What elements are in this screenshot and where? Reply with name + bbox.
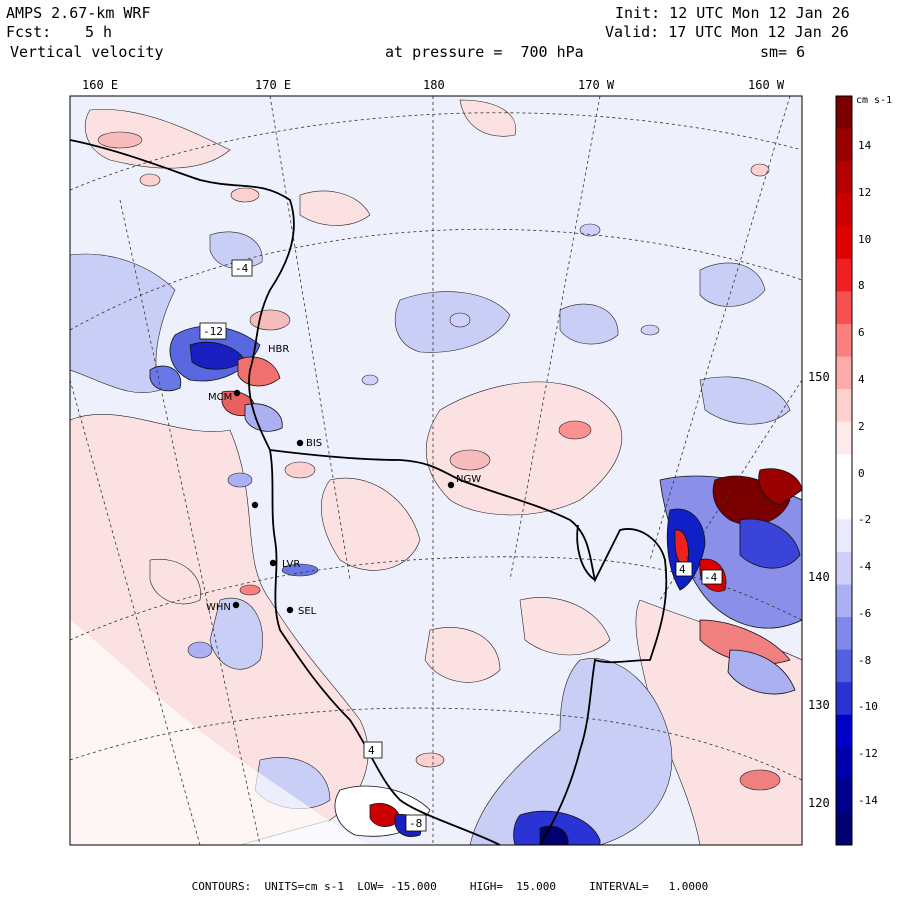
- contour-label-2: -12: [203, 325, 223, 338]
- colorbar-tick-label: 10: [858, 232, 872, 246]
- contour-label-5: -4: [704, 571, 718, 584]
- colorbar-swatch: [836, 779, 852, 813]
- valid-time: Valid: 17 UTC Mon 12 Jan 26: [605, 23, 849, 41]
- contour-label-3: 4: [368, 744, 375, 757]
- colorbar-frame: [835, 95, 853, 846]
- footer-contour-info: CONTOURS: UNITS=cm s-1 LOW= -15.000 HIGH…: [0, 880, 900, 893]
- colorbar-swatch: [836, 551, 852, 585]
- lon-label-160e: 160 E: [82, 78, 119, 92]
- colorbar-swatch: [836, 454, 852, 488]
- station-sel-label: SEL: [298, 606, 317, 617]
- station-bis-marker: [296, 439, 304, 447]
- colorbar-swatch: [836, 128, 852, 162]
- footer-interval: INTERVAL= 1.0000: [589, 880, 709, 893]
- lat-label-120w: 120 W: [808, 796, 845, 810]
- colorbar-swatch: [836, 421, 852, 455]
- station-ngw-label: NGW: [456, 474, 481, 485]
- colorbar-tick-label: 12: [858, 185, 872, 199]
- station-extra-marker: [251, 501, 259, 509]
- colorbar-tick-label: 0: [858, 466, 865, 480]
- model-title: AMPS 2.67-km WRF: [6, 4, 151, 22]
- map-panel: MCM HBR BIS NGW WHN SEL LVR -4 -12 4 4 -…: [70, 96, 802, 845]
- strong-gradient-cluster-east: [659, 468, 802, 695]
- lat-label-140w: 140 W: [808, 570, 845, 584]
- colorbar-tick-label: 4: [858, 372, 865, 386]
- forecast-hour: 5 h: [85, 23, 113, 41]
- footer-low: LOW= -15.000: [357, 880, 437, 893]
- colorbar-swatch: [836, 486, 852, 520]
- station-lvr-marker: [269, 559, 277, 567]
- station-mcm-marker: [233, 389, 241, 397]
- small-contour-cells: [97, 131, 781, 791]
- colorbar-swatch: [836, 714, 852, 748]
- colorbar-swatch: [836, 258, 852, 292]
- contour-label-6: -8: [409, 817, 422, 830]
- colorbar-swatch: [836, 161, 852, 195]
- colorbar-tick-label: -8: [858, 653, 872, 667]
- colorbar-swatch: [836, 323, 852, 358]
- station-sel-marker: [286, 606, 294, 614]
- forecast-label: Fcst:: [6, 23, 52, 41]
- colorbar-swatch: [836, 617, 852, 651]
- colorbar-swatch: [836, 584, 852, 618]
- station-mcm-label: MCM: [208, 392, 232, 403]
- station-whn-label: WHN: [206, 602, 231, 613]
- colorbar-tick-label: -4: [858, 560, 872, 574]
- strong-gradient-cluster-west: [149, 325, 283, 432]
- colorbar-tick-label: -2: [858, 513, 872, 527]
- pressure-level: at pressure = 700 hPa: [385, 43, 584, 61]
- colorbar-tick-label: 8: [858, 279, 865, 293]
- station-markers: [232, 389, 455, 614]
- lon-label-160w: 160 W: [748, 78, 785, 92]
- footer-high: HIGH= 15.000: [469, 880, 556, 893]
- footer-contours-label: CONTOURS:: [191, 880, 252, 893]
- colorbar-units: cm s-1: [856, 95, 892, 106]
- lon-label-180: 180: [423, 78, 445, 92]
- colorbar-swatch: [836, 682, 852, 716]
- weak-negative-regions: [70, 231, 791, 845]
- lat-label-150w: 150 W: [808, 370, 845, 384]
- colorbar-tick-label: -14: [858, 794, 878, 807]
- lat-label-130w: 130 W: [808, 698, 845, 712]
- colorbar-swatch: [836, 747, 852, 781]
- map-frame: [69, 95, 803, 846]
- latitude-circles: [70, 112, 802, 781]
- colorbar-tick-label: -6: [858, 606, 872, 620]
- station-lvr-label: LVR: [282, 559, 300, 570]
- colorbar-swatch: [836, 649, 852, 683]
- init-time: Init: 12 UTC Mon 12 Jan 26: [615, 4, 850, 22]
- station-whn-marker: [232, 601, 240, 609]
- station-bis-label: BIS: [306, 438, 322, 449]
- colorbar-tick-label: -12: [858, 747, 878, 761]
- colorbar-swatch: [836, 519, 852, 553]
- colorbar-tick-label: 2: [858, 419, 865, 433]
- colorbar-swatch: [836, 193, 852, 227]
- colorbar-tick-label: -10: [858, 700, 878, 714]
- footer-units: UNITS=cm s-1: [264, 880, 345, 893]
- colorbar-tick-label: 6: [858, 326, 865, 340]
- contour-label-4: 4: [679, 563, 686, 576]
- lon-label-170w: 170 W: [578, 78, 615, 92]
- ice-surface-region: [70, 620, 370, 845]
- colorbar-swatch: [836, 226, 852, 260]
- colorbar-swatch: [836, 356, 852, 390]
- colorbar-swatch: [836, 291, 852, 325]
- colorbar-swatch: [836, 389, 852, 423]
- variable-name: Vertical velocity: [10, 43, 164, 61]
- colorbar-swatch: [836, 812, 852, 846]
- colorbar-tick-label: 14: [858, 139, 872, 152]
- smoothing-value: sm= 6: [760, 43, 806, 61]
- contour-labels: -4 -12 4 4 -4 -8: [199, 259, 723, 832]
- colorbar: [835, 95, 853, 846]
- station-ngw-marker: [447, 481, 455, 489]
- contour-label-1: -4: [235, 262, 249, 275]
- station-hbr-label: HBR: [268, 344, 289, 355]
- colorbar-swatch: [836, 96, 852, 130]
- lon-label-170e: 170 E: [255, 78, 292, 92]
